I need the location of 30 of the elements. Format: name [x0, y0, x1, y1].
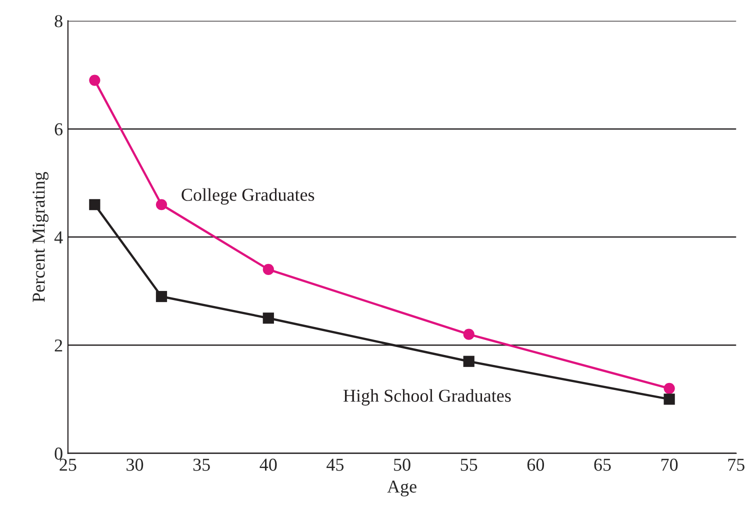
x-tick-label: 45: [326, 458, 344, 471]
series-label: High School Graduates: [343, 389, 511, 406]
x-tick-label: 55: [460, 458, 478, 471]
y-tick-label: 8: [54, 15, 62, 28]
point: [156, 290, 168, 302]
y-axis-title: Percent Migrating: [32, 172, 49, 302]
point: [664, 394, 675, 405]
point: [89, 199, 100, 210]
x-tick-label: 50: [394, 458, 410, 471]
x-axis-title: Age: [387, 480, 416, 496]
point: [463, 328, 474, 340]
series-label: College Graduates: [182, 188, 314, 205]
x-tick-label: 30: [126, 458, 144, 471]
point: [463, 356, 474, 367]
x-tick-label: 25: [60, 458, 76, 471]
x-tick-label: 40: [260, 458, 277, 471]
point: [156, 199, 168, 210]
x-tick-label: 65: [594, 458, 611, 471]
x-tick-label: 60: [527, 458, 544, 471]
y-tick-label: 0: [54, 448, 62, 460]
x-tick-label: 75: [728, 458, 744, 471]
point: [89, 74, 100, 86]
point: [262, 264, 274, 276]
point: [262, 312, 274, 324]
y-tick-label: 6: [54, 123, 63, 136]
point: [664, 382, 675, 394]
y-tick-label: 2: [54, 339, 62, 352]
y-tick-label: 4: [54, 231, 63, 244]
x-tick-label: 35: [193, 458, 210, 471]
x-tick-label: 70: [661, 458, 678, 471]
